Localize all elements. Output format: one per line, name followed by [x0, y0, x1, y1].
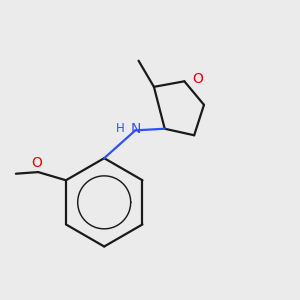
Text: N: N: [131, 122, 141, 136]
Text: O: O: [31, 156, 42, 170]
Text: H: H: [116, 122, 125, 135]
Text: O: O: [192, 72, 203, 86]
